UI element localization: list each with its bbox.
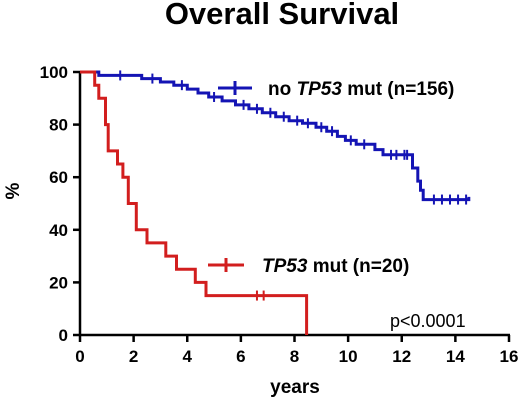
legend-label-no-tp53: no TP53 mut (n=156) [268, 79, 454, 100]
x-tick-label: 6 [236, 347, 245, 366]
y-tick-label: 60 [49, 168, 68, 187]
x-tick-label: 16 [500, 347, 519, 366]
legend-no-tp53: no TP53 mut (n=156) [218, 79, 454, 100]
legend-italic-tp53: TP53 [262, 256, 308, 277]
y-tick-label: 40 [49, 221, 68, 240]
legend-prefix-no-tp53: no [268, 79, 297, 100]
x-axis: 0 2 4 6 8 10 12 14 16 [75, 333, 518, 366]
chart-title: Overall Survival [165, 0, 399, 31]
x-axis-label: years [270, 377, 320, 398]
p-value-annotation: p<0.0001 [390, 311, 466, 331]
y-tick-label: 20 [49, 273, 68, 292]
series-layer [80, 70, 471, 335]
x-tick-label: 0 [75, 347, 84, 366]
x-tick-label: 8 [290, 347, 299, 366]
x-tick-label: 2 [129, 347, 138, 366]
y-axis-label: % [3, 182, 24, 199]
x-tick-label: 4 [183, 347, 193, 366]
legend-label-tp53: TP53 mut (n=20) [262, 256, 409, 277]
survival-curve-tp53 [80, 70, 309, 335]
y-tick-label: 0 [59, 326, 68, 345]
y-tick-label: 100 [40, 63, 68, 82]
y-axis: 0 20 40 60 80 100 [40, 63, 82, 345]
x-tick-label: 14 [446, 347, 465, 366]
legend-suffix-tp53: mut (n=20) [307, 256, 409, 277]
x-ticks: 0 2 4 6 8 10 12 14 16 [75, 335, 518, 366]
legend-tp53: TP53 mut (n=20) [208, 256, 409, 277]
x-tick-label: 10 [339, 347, 358, 366]
legend-italic-no-tp53: TP53 [297, 79, 343, 100]
legend-suffix-no-tp53: mut (n=156) [342, 79, 454, 100]
y-ticks: 0 20 40 60 80 100 [40, 63, 80, 345]
x-tick-label: 12 [392, 347, 411, 366]
y-tick-label: 80 [49, 116, 68, 135]
